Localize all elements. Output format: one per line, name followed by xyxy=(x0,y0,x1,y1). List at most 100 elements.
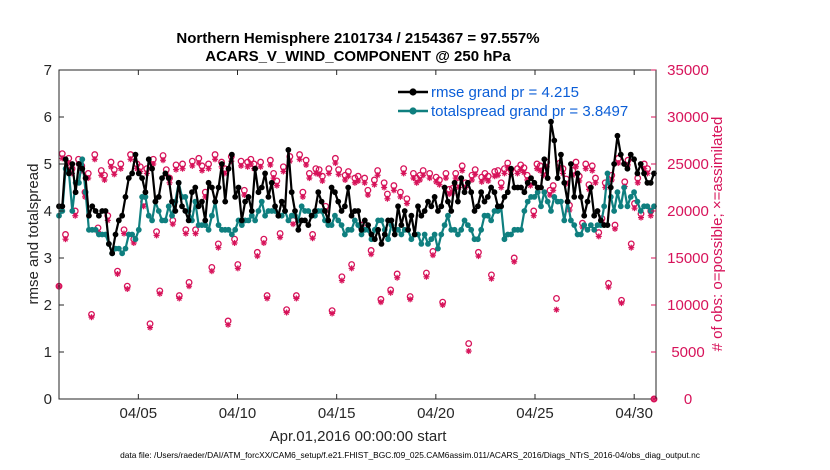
y2-tick-label: 10000 xyxy=(667,297,709,314)
obs-asterisk-stroke xyxy=(518,167,524,173)
obs-assimilated-point xyxy=(459,167,466,174)
obs-asterisk-stroke xyxy=(427,175,433,181)
obs-asterisk-stroke xyxy=(537,168,543,174)
obs-assimilated-point xyxy=(215,244,222,251)
obs-assimilated-point xyxy=(114,270,121,277)
obs-assimilated-point xyxy=(452,175,459,182)
obs-asterisk-stroke xyxy=(267,162,273,168)
y-tick-label: 6 xyxy=(44,109,52,126)
rmse-point xyxy=(528,175,534,182)
rmse-point xyxy=(209,184,215,191)
totalspread-point xyxy=(79,156,86,163)
obs-assimilated-point xyxy=(475,253,482,260)
obs-assimilated-point xyxy=(410,175,417,182)
obs-assimilated-point xyxy=(173,166,180,173)
obs-asterisk-stroke xyxy=(215,245,221,251)
totalspread-point xyxy=(558,198,564,205)
obs-assimilated-point xyxy=(98,172,105,179)
obs-asterisk-stroke xyxy=(635,180,641,186)
obs-assimilated-point xyxy=(121,230,128,237)
obs-assimilated-point xyxy=(309,235,316,242)
rmse-point xyxy=(491,189,498,196)
obs-asterisk-stroke xyxy=(404,200,410,207)
totalspread-point xyxy=(541,189,548,196)
obs-possible-point xyxy=(465,340,473,347)
obs-asterisk-stroke xyxy=(147,325,153,331)
obs-asterisk-stroke xyxy=(612,226,618,232)
rmse-point xyxy=(388,217,395,224)
rmse-point xyxy=(202,217,209,224)
obs-assimilated-point xyxy=(316,171,323,178)
rmse-point xyxy=(308,212,315,219)
obs-assimilated-point xyxy=(589,167,596,174)
totalspread-point xyxy=(474,236,481,243)
rmse-point xyxy=(464,179,471,186)
obs-assimilated-point xyxy=(403,200,410,207)
obs-assimilated-point xyxy=(436,181,443,188)
totalspread-point xyxy=(488,217,495,224)
rmse-point xyxy=(561,179,568,186)
totalspread-point xyxy=(464,222,471,229)
totalspread-point xyxy=(351,217,358,224)
obs-asterisk-stroke xyxy=(206,166,212,172)
obs-assimilated-point xyxy=(615,160,622,167)
rmse-point xyxy=(544,175,551,182)
obs-assimilated-point xyxy=(234,265,241,272)
totalspread-point xyxy=(494,208,501,214)
rmse-point xyxy=(468,189,475,196)
obs-asterisk-stroke xyxy=(303,162,309,168)
obs-asterisk-stroke xyxy=(254,253,260,259)
rmse-point xyxy=(89,203,96,210)
obs-assimilated-point xyxy=(254,253,261,260)
obs-assimilated-point xyxy=(355,177,362,184)
rmse-point xyxy=(458,175,465,182)
totalspread-point xyxy=(458,226,465,233)
totalspread-point xyxy=(209,212,215,219)
obs-assimilated-point xyxy=(192,230,199,237)
rmse-point xyxy=(355,208,362,214)
obs-asterisk-stroke xyxy=(293,295,299,301)
obs-assimilated-point xyxy=(429,252,436,259)
obs-asterisk-stroke xyxy=(378,299,384,305)
rmse-point xyxy=(611,161,618,167)
totalspread-point xyxy=(538,203,544,210)
obs-asterisk-stroke xyxy=(495,172,501,178)
obs-asterisk-stroke xyxy=(638,215,644,221)
obs-assimilated-point xyxy=(303,161,310,168)
totalspread-point xyxy=(225,226,232,233)
legend: rmse grand pr = 4.215 totalspread grand … xyxy=(398,84,628,120)
rmse-point xyxy=(498,203,505,210)
rmse-point xyxy=(218,161,225,167)
obs-asterisk-stroke xyxy=(394,275,400,281)
rmse-point xyxy=(222,198,229,205)
obs-assimilated-point xyxy=(520,169,527,176)
rmse-point xyxy=(182,208,189,214)
rmse-point xyxy=(408,212,415,219)
obs-assimilated-point xyxy=(264,295,271,302)
obs-assimilated-point xyxy=(127,156,134,163)
obs-asterisk-stroke xyxy=(297,156,303,162)
obs-assimilated-point xyxy=(91,156,98,163)
obs-asterisk-stroke xyxy=(342,177,348,183)
totalspread-point xyxy=(149,217,155,224)
rmse-point xyxy=(381,231,388,238)
y-axis-label: rmse and totalspread xyxy=(25,164,42,305)
y-tick-label: 3 xyxy=(44,250,52,267)
obs-assimilated-point xyxy=(290,221,297,228)
obs-asterisk-stroke xyxy=(180,166,186,172)
obs-asterisk-stroke xyxy=(592,180,599,186)
obs-assimilated-point xyxy=(267,161,274,168)
obs-asterisk-stroke xyxy=(186,283,192,289)
y2-tick-label: 25000 xyxy=(667,156,709,173)
obs-asterisk-stroke xyxy=(420,172,426,178)
obs-assimilated-point xyxy=(332,160,339,167)
rmse-point xyxy=(548,118,554,125)
obs-assimilated-point xyxy=(390,187,397,194)
totalspread-point xyxy=(454,231,461,238)
rmse-point xyxy=(435,208,441,214)
rmse-point xyxy=(305,222,312,229)
totalspread-point xyxy=(255,208,262,214)
rmse-point xyxy=(551,137,558,144)
totalspread-point xyxy=(258,198,265,205)
totalspread-point xyxy=(162,217,169,224)
